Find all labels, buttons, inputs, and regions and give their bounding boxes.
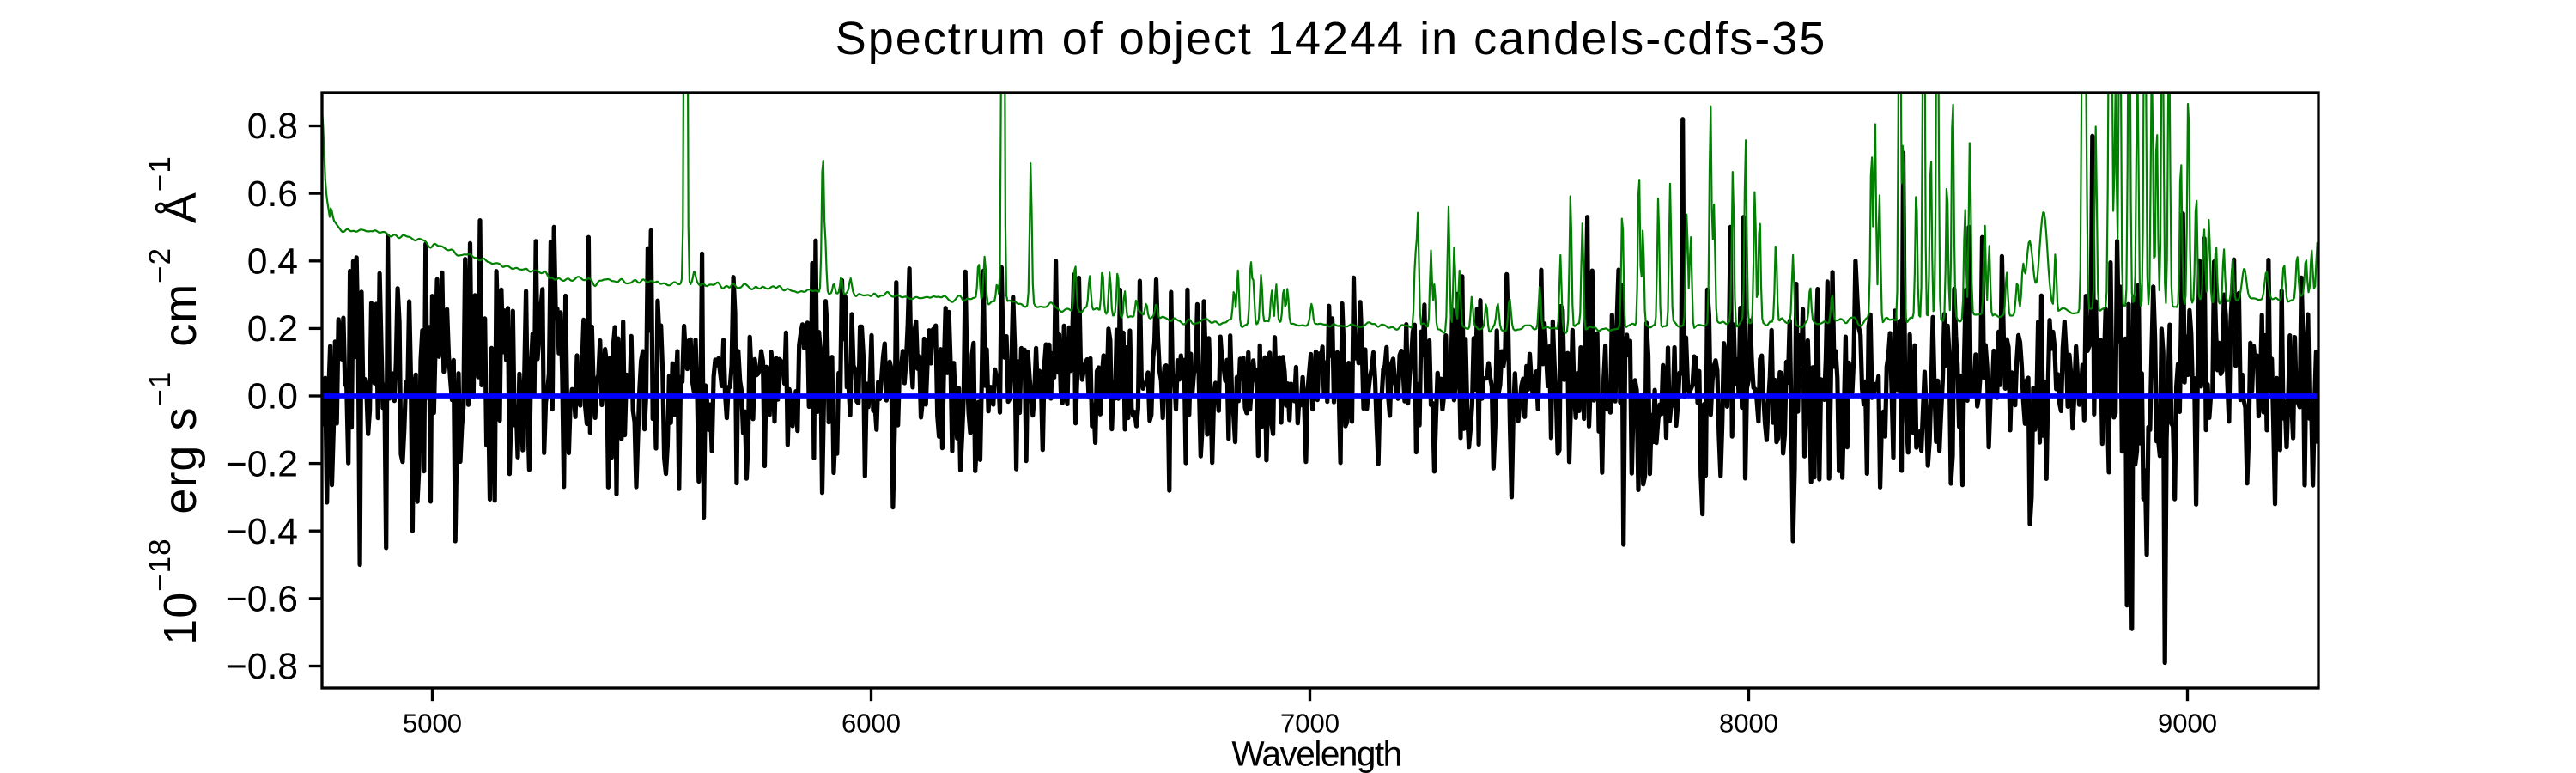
svg-text:9000: 9000 (2158, 709, 2217, 739)
svg-text:0.8: 0.8 (247, 106, 298, 147)
svg-text:8000: 8000 (1719, 709, 1778, 739)
svg-text:Wavelength: Wavelength (1231, 734, 1400, 773)
svg-text:Spectrum of object 14244 in ca: Spectrum of object 14244 in candels-cdfs… (835, 13, 1827, 64)
svg-text:0.0: 0.0 (247, 376, 298, 417)
svg-text:6000: 6000 (841, 709, 901, 739)
svg-text:−0.2: −0.2 (226, 443, 298, 484)
svg-text:−0.6: −0.6 (226, 579, 298, 620)
svg-text:0.2: 0.2 (247, 308, 298, 350)
svg-text:7000: 7000 (1280, 709, 1340, 739)
svg-text:0.6: 0.6 (247, 173, 298, 215)
svg-text:−0.8: −0.8 (226, 646, 298, 687)
svg-text:−0.4: −0.4 (226, 511, 298, 552)
svg-text:5000: 5000 (403, 709, 462, 739)
svg-text:0.4: 0.4 (247, 241, 298, 283)
